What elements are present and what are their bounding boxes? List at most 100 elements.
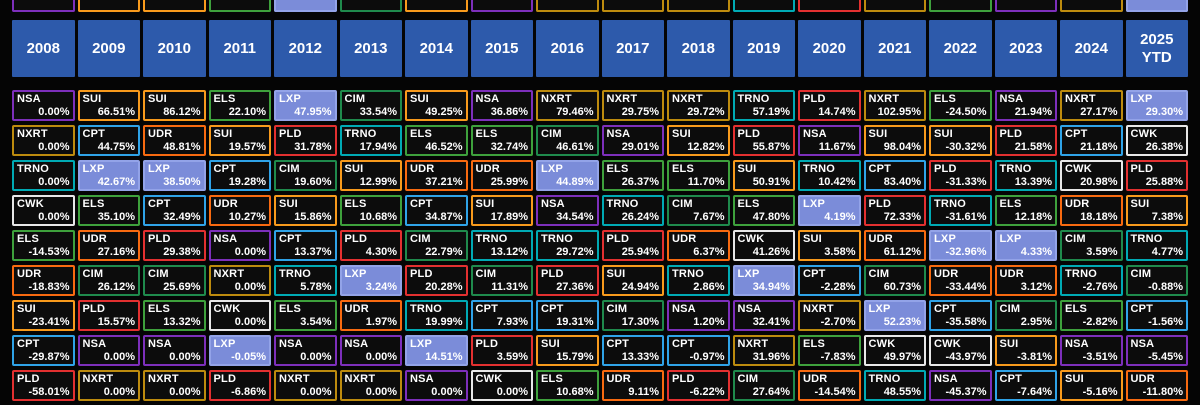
- clipped-cell-fragment: [470, 0, 533, 12]
- return-value: 0.00%: [103, 351, 135, 363]
- return-value: 6.37%: [693, 246, 725, 258]
- ticker-label: SUI: [213, 128, 233, 140]
- ticker-label: UDR: [17, 268, 42, 280]
- return-value: -1.56%: [1148, 316, 1183, 328]
- return-cell-PLD: PLD 25.88%: [1125, 160, 1188, 191]
- year-header-2013: 2013: [339, 20, 402, 77]
- return-cell-UDR: UDR 18.18%: [1060, 195, 1123, 226]
- return-value: 17.94%: [359, 141, 397, 153]
- ticker-label: CIM: [475, 268, 497, 280]
- return-cell-SUI: SUI 15.79%: [536, 335, 599, 366]
- ticker-label: NXRT: [279, 373, 310, 385]
- return-cell-LXP: LXP -32.96%: [929, 230, 992, 261]
- return-value: 29.75%: [621, 106, 659, 118]
- return-cell-PLD: PLD 3.59%: [470, 335, 533, 366]
- return-cell-UDR: UDR -11.80%: [1125, 370, 1188, 401]
- return-cell-CWK: CWK 0.00%: [12, 195, 75, 226]
- return-cell-SUI: SUI 66.51%: [77, 90, 140, 121]
- return-cell-ELS: ELS -14.53%: [12, 230, 75, 261]
- clipped-cell-fragment: [1060, 0, 1123, 12]
- return-value: 55.87%: [752, 141, 790, 153]
- return-cell-LXP: LXP 38.50%: [143, 160, 206, 191]
- ticker-label: PLD: [737, 128, 761, 140]
- return-cell-PLD: PLD -31.33%: [929, 160, 992, 191]
- ticker-label: CIM: [737, 373, 759, 385]
- return-cell-NSA: NSA 21.94%: [994, 90, 1057, 121]
- return-cell-TRNO: TRNO 5.78%: [274, 265, 337, 296]
- return-value: -14.54%: [814, 386, 856, 398]
- year-header-row: 2008 2009 2010 2011 2012 2013 2014 2015 2016 2017…: [12, 20, 1188, 77]
- ticker-label: CWK: [475, 373, 503, 385]
- return-cell-TRNO: TRNO 2.86%: [667, 265, 730, 296]
- ticker-label: SUI: [606, 268, 626, 280]
- return-value: 86.12%: [163, 106, 201, 118]
- ticker-label: NXRT: [737, 338, 769, 350]
- ticker-label: ELS: [1065, 303, 1087, 315]
- return-value: -7.64%: [1017, 386, 1052, 398]
- ticker-label: CIM: [410, 233, 431, 245]
- return-value: -2.82%: [1082, 316, 1118, 328]
- return-cell-SUI: SUI 12.82%: [667, 125, 730, 156]
- return-cell-TRNO: TRNO 10.42%: [798, 160, 861, 191]
- ticker-label: CPT: [868, 163, 892, 175]
- return-value: 49.25%: [425, 106, 463, 118]
- return-cell-PLD: PLD 4.30%: [339, 230, 402, 261]
- return-value: 25.69%: [163, 281, 201, 293]
- return-value: 3.24%: [365, 281, 397, 293]
- clipped-cell-fragment: [732, 0, 795, 12]
- return-value: -23.41%: [28, 316, 70, 328]
- return-cell-NSA: NSA 11.67%: [798, 125, 861, 156]
- return-cell-NSA: NSA 32.41%: [732, 300, 795, 331]
- ticker-label: CIM: [868, 268, 890, 280]
- ticker-label: UDR: [803, 373, 828, 385]
- ticker-label: LXP: [1130, 93, 1153, 105]
- ticker-label: CPT: [1065, 128, 1088, 140]
- return-cell-UDR: UDR 10.27%: [208, 195, 271, 226]
- return-cell-TRNO: TRNO 48.55%: [863, 370, 926, 401]
- ticker-label: ELS: [279, 303, 301, 315]
- ticker-label: SUI: [737, 163, 757, 175]
- ticker-label: LXP: [999, 233, 1022, 245]
- return-value: 7.67%: [693, 211, 725, 223]
- return-value: 57.19%: [752, 106, 790, 118]
- ticker-label: PLD: [803, 93, 826, 105]
- ticker-label: UDR: [82, 233, 107, 245]
- return-value: 34.87%: [425, 211, 463, 223]
- ticker-label: ELS: [410, 128, 432, 140]
- ticker-label: NSA: [148, 338, 172, 350]
- return-value: 32.74%: [490, 141, 528, 153]
- return-value: 10.42%: [818, 176, 856, 188]
- return-cell-ELS: ELS 11.70%: [667, 160, 730, 191]
- return-cell-NSA: NSA 1.20%: [667, 300, 730, 331]
- return-cell-NSA: NSA 34.54%: [536, 195, 599, 226]
- ticker-label: PLD: [344, 233, 368, 245]
- return-cell-TRNO: TRNO 17.94%: [339, 125, 402, 156]
- ticker-label: NXRT: [672, 93, 703, 105]
- return-cell-LXP: LXP 42.67%: [77, 160, 140, 191]
- return-cell-TRNO: TRNO 19.99%: [405, 300, 468, 331]
- return-value: -58.01%: [28, 386, 70, 398]
- return-cell-NXRT: NXRT 102.95%: [863, 90, 926, 121]
- ticker-label: TRNO: [1130, 233, 1163, 245]
- return-cell-PLD: PLD 20.28%: [405, 265, 468, 296]
- ticker-label: SUI: [1130, 198, 1150, 210]
- return-cell-LXP: LXP 3.24%: [339, 265, 402, 296]
- ticker-label: LXP: [541, 163, 563, 175]
- ticker-label: TRNO: [934, 198, 966, 210]
- ticker-label: ELS: [148, 303, 170, 315]
- return-value: 38.50%: [163, 176, 201, 188]
- return-cell-NSA: NSA 0.00%: [405, 370, 468, 401]
- ticker-label: TRNO: [475, 233, 508, 245]
- ticker-label: LXP: [803, 198, 825, 210]
- return-cell-SUI: SUI -3.81%: [994, 335, 1057, 366]
- return-cell-UDR: UDR -14.54%: [798, 370, 861, 401]
- year-header-2011: 2011: [208, 20, 271, 77]
- clipped-cell-fragment: [994, 0, 1057, 12]
- return-value: 26.12%: [97, 281, 135, 293]
- return-cell-CPT: CPT -0.97%: [667, 335, 730, 366]
- return-value: 13.37%: [294, 246, 332, 258]
- return-value: 0.00%: [365, 351, 397, 363]
- ticker-label: SUI: [17, 303, 36, 315]
- year-header-2015: 2015: [470, 20, 533, 77]
- return-value: 26.38%: [1145, 141, 1183, 153]
